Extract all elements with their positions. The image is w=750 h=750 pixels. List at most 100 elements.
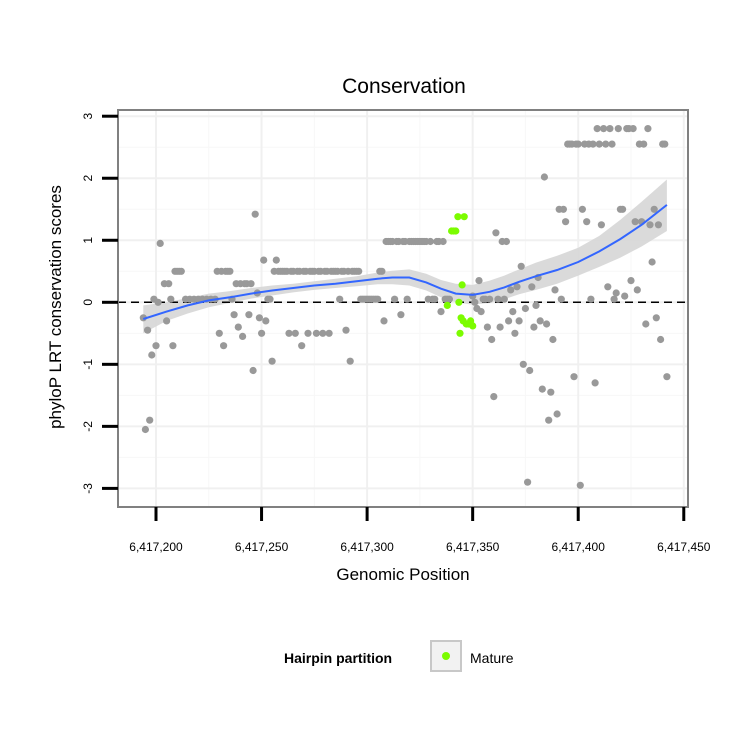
hairpin-point: [154, 298, 162, 306]
hairpin-point: [648, 258, 656, 266]
hairpin-point: [268, 357, 276, 365]
hairpin-point: [141, 425, 149, 434]
hairpin-point: [631, 218, 639, 226]
hairpin-point: [627, 277, 635, 285]
hairpin-point: [496, 323, 504, 331]
hairpin-point: [439, 237, 447, 246]
hairpin-point: [156, 239, 164, 247]
hairpin-point: [262, 317, 270, 325]
hairpin-point: [285, 329, 293, 337]
hairpin-point: [530, 323, 538, 331]
hairpin-point: [549, 335, 557, 344]
plot-panel: [118, 110, 688, 507]
hairpin-point: [642, 320, 650, 328]
hairpin-point: [165, 280, 173, 288]
hairpin-point: [557, 295, 565, 303]
mature-point: [454, 213, 462, 221]
mature-point: [458, 281, 466, 289]
y-axis-title: phyloP LRT conservation scores: [46, 185, 65, 429]
hairpin-point: [215, 329, 223, 337]
hairpin-point: [606, 125, 614, 133]
hairpin-point: [152, 342, 160, 350]
hairpin-point: [220, 342, 228, 350]
hairpin-point: [319, 329, 327, 337]
hairpin-point: [538, 385, 546, 393]
chart-title: Conservation: [342, 75, 466, 98]
hairpin-point: [540, 173, 549, 181]
hairpin-point: [258, 329, 266, 337]
smooth-confidence-band: [143, 179, 667, 334]
mature-point: [452, 227, 460, 235]
hairpin-point: [513, 283, 521, 291]
mature-point: [460, 213, 468, 221]
hairpin-point: [494, 295, 502, 303]
x-tick-label: 6,417,300: [340, 540, 394, 554]
legend-label-mature: Mature: [470, 650, 514, 666]
hairpin-point: [475, 277, 483, 285]
y-tick-label: -2: [81, 421, 95, 432]
hairpin-point: [536, 317, 544, 325]
x-tick-label: 6,417,400: [552, 540, 606, 554]
hairpin-point: [234, 323, 242, 331]
hairpin-point: [492, 229, 500, 237]
hairpin-point: [650, 205, 658, 213]
hairpin-point: [543, 320, 551, 328]
hairpin-point: [380, 317, 388, 325]
hairpin-point: [576, 481, 584, 489]
hairpin-point: [562, 218, 570, 226]
hairpin-point: [177, 267, 185, 275]
hairpin-point: [583, 218, 591, 226]
hairpin-point: [578, 205, 587, 213]
hairpin-point: [524, 478, 532, 486]
hairpin-point: [488, 335, 496, 344]
hairpin-point: [515, 317, 523, 325]
y-tick-label: -1: [81, 359, 95, 370]
hairpin-point: [483, 323, 491, 331]
hairpin-point: [604, 283, 612, 291]
hairpin-point: [146, 416, 154, 424]
hairpin-point: [663, 373, 671, 381]
y-tick-label: 0: [81, 299, 95, 306]
mature-point: [469, 322, 477, 330]
hairpin-point: [545, 416, 553, 424]
hairpin-point: [355, 267, 363, 275]
hairpin-point: [169, 342, 177, 350]
hairpin-point: [490, 393, 498, 401]
hairpin-point: [629, 125, 637, 133]
hairpin-point: [559, 205, 568, 213]
hairpin-point: [526, 366, 534, 375]
loess-smooth-line: [142, 204, 668, 320]
hairpin-point: [304, 329, 312, 337]
hairpin-point: [391, 295, 399, 303]
hairpin-point: [519, 360, 527, 368]
hairpin-point: [471, 298, 479, 306]
plot-area: 6,417,200 6,417,250 6,417,300 6,417,350 6,41…: [81, 109, 711, 554]
hairpin-point: [612, 289, 620, 297]
hairpin-point: [505, 317, 513, 325]
hairpin-point: [312, 329, 320, 337]
hairpin-point: [167, 295, 175, 303]
hairpin-point: [600, 125, 608, 133]
hairpin-point: [507, 286, 515, 294]
hairpin-point: [652, 314, 660, 322]
hairpin-point: [251, 210, 259, 218]
hairpin-point: [502, 237, 510, 246]
hairpin-point: [163, 317, 171, 325]
x-axis-title: Genomic Position: [336, 565, 469, 584]
hairpin-point: [517, 262, 525, 270]
hairpin-point: [144, 326, 152, 334]
plot-border: [117, 109, 689, 508]
hairpin-point: [547, 388, 555, 396]
hairpin-point: [266, 295, 274, 303]
hairpin-point: [610, 295, 618, 303]
hairpin-point: [245, 311, 253, 319]
hairpin-point: [431, 295, 439, 303]
hairpin-point: [509, 308, 517, 316]
x-tick-label: 6,417,450: [657, 540, 711, 554]
legend-key-mature-point: [442, 652, 450, 660]
mature-point: [456, 329, 464, 337]
hairpin-point: [445, 295, 453, 303]
hairpin-point: [644, 125, 652, 133]
hairpin-point: [646, 221, 654, 229]
hairpin-point: [661, 140, 669, 148]
